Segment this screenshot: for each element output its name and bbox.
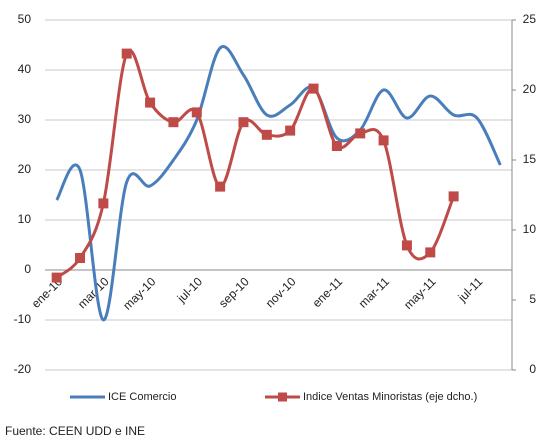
data-point [168, 117, 179, 128]
data-point [355, 128, 366, 139]
data-point [285, 125, 296, 136]
y-tick-label: 30 [18, 112, 32, 126]
x-tick-label: jul-10 [174, 274, 206, 306]
data-point [121, 48, 132, 59]
data-point [75, 253, 86, 263]
x-tick-label: mar-11 [356, 274, 392, 310]
data-point [308, 83, 319, 94]
y-tick-label: 40 [18, 62, 32, 76]
y2-tick-label: 15 [523, 152, 537, 166]
x-tick-label: may-10 [120, 274, 158, 312]
y2-tick-label: 5 [529, 292, 536, 306]
data-point [261, 129, 272, 140]
y-tick-label: 0 [24, 262, 31, 276]
legend-label: ICE Comercio [108, 391, 176, 403]
data-point [425, 247, 436, 258]
data-point [448, 191, 459, 202]
data-point [378, 135, 389, 146]
data-point [145, 97, 156, 108]
data-point [51, 272, 62, 283]
data-point [331, 141, 342, 151]
data-point [215, 181, 226, 192]
data-point [98, 198, 109, 209]
x-tick-label: jul-11 [455, 274, 486, 305]
y-tick-label: 50 [18, 12, 32, 26]
data-point [191, 107, 202, 118]
series-line [55, 45, 502, 322]
x-tick-label: mar-10 [75, 274, 112, 311]
x-tick-label: may-11 [401, 274, 439, 312]
y2-tick-label: 25 [523, 12, 537, 26]
y-tick-label: 20 [18, 162, 32, 176]
data-point [401, 240, 412, 251]
x-tick-label: ene-11 [310, 274, 346, 310]
y-tick-label: -20 [14, 362, 32, 376]
data-point [238, 117, 249, 128]
source-note: Fuente: CEEN UDD e INE [5, 424, 145, 438]
x-tick-label: nov-10 [263, 274, 299, 310]
x-tick-label: sep-10 [216, 274, 252, 310]
y2-tick-label: 0 [529, 362, 536, 376]
legend-label: Indice Ventas Minoristas (eje dcho.) [303, 391, 477, 403]
y-tick-label: -10 [14, 312, 32, 326]
y2-tick-label: 20 [523, 82, 537, 96]
y2-tick-label: 10 [523, 222, 537, 236]
legend-marker [278, 392, 287, 402]
y-tick-label: 10 [18, 212, 32, 226]
